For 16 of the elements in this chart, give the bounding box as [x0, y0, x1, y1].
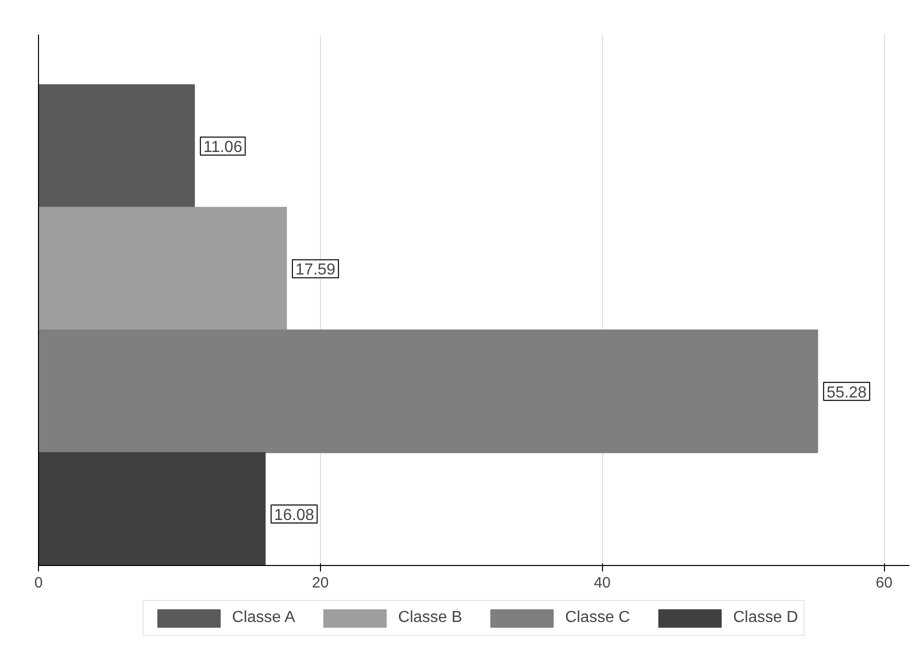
x-tick-label: 20 [312, 574, 329, 592]
x-tick-label: 60 [876, 574, 892, 592]
bar [38, 452, 266, 566]
legend-label: Classe D [733, 609, 798, 627]
legend-label: Classe C [565, 609, 630, 627]
legend-label: Classe A [232, 609, 296, 627]
legend-label: Classe B [398, 609, 462, 627]
bar [38, 330, 818, 454]
data-label: 11.06 [203, 139, 242, 156]
bar [38, 206, 287, 331]
data-label: 17.59 [295, 262, 336, 279]
x-tick-label: 40 [594, 574, 611, 592]
data-label: 55.28 [826, 384, 867, 402]
x-tick-label: 0 [34, 574, 43, 592]
bar [38, 84, 195, 208]
data-label: 16.08 [274, 506, 314, 524]
